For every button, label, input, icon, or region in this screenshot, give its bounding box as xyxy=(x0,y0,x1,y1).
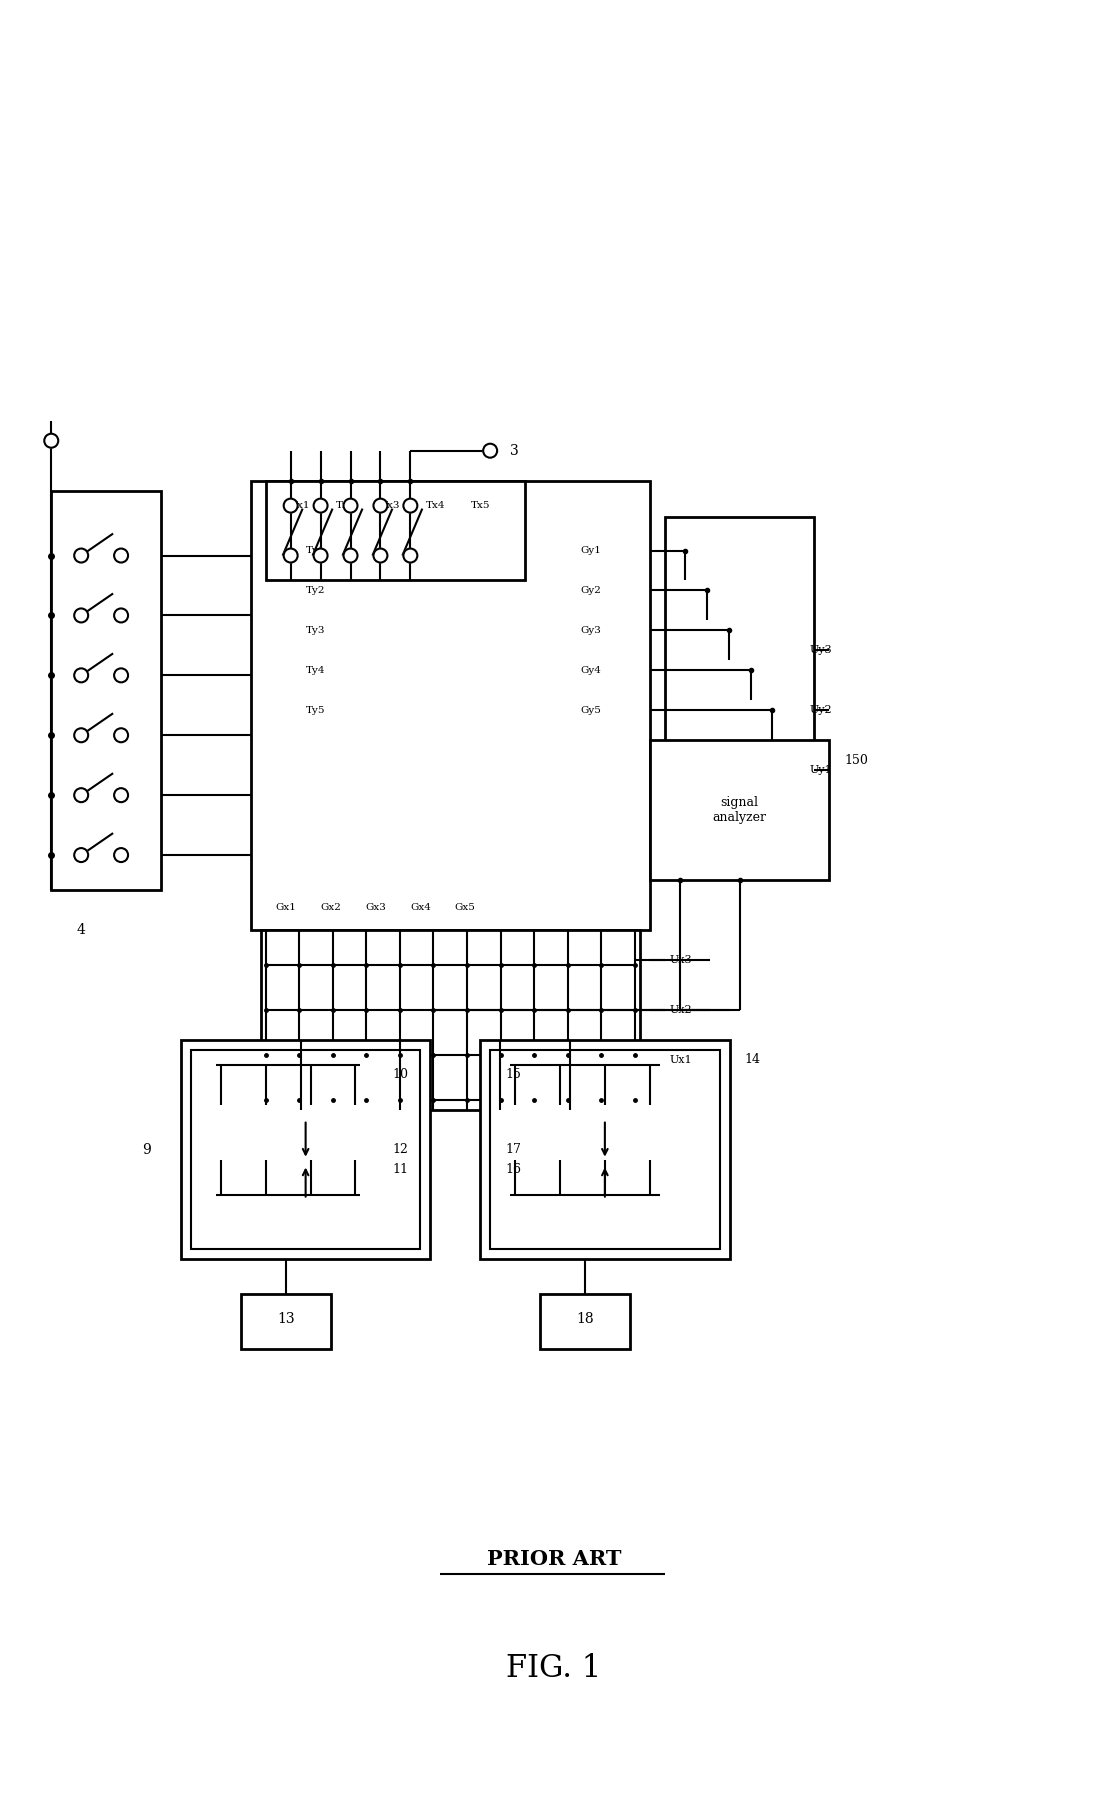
Text: Ty1: Ty1 xyxy=(306,547,325,556)
Bar xyxy=(51,491,161,891)
Text: Gx1: Gx1 xyxy=(275,903,296,912)
Circle shape xyxy=(373,548,388,563)
Bar xyxy=(181,1039,430,1260)
Bar xyxy=(240,1294,330,1348)
Circle shape xyxy=(114,728,129,742)
Circle shape xyxy=(114,668,129,682)
Text: 3: 3 xyxy=(510,443,519,458)
Text: Tx1: Tx1 xyxy=(291,501,310,510)
Circle shape xyxy=(314,498,328,512)
Text: 16: 16 xyxy=(505,1164,521,1176)
Bar xyxy=(490,1050,719,1249)
Text: Ux1: Ux1 xyxy=(669,1055,692,1064)
Text: 10: 10 xyxy=(392,1068,409,1081)
Text: 13: 13 xyxy=(277,1312,295,1327)
Circle shape xyxy=(314,548,328,563)
Text: Gy2: Gy2 xyxy=(579,586,601,595)
Text: Gy3: Gy3 xyxy=(579,626,601,635)
Circle shape xyxy=(284,498,298,512)
Bar xyxy=(480,1039,729,1260)
Bar xyxy=(540,1294,629,1348)
Circle shape xyxy=(114,548,129,563)
Bar xyxy=(250,481,649,930)
Text: FIG. 1: FIG. 1 xyxy=(506,1653,602,1685)
Text: signal
analyzer: signal analyzer xyxy=(712,796,767,824)
Text: Gy1: Gy1 xyxy=(579,547,601,556)
Circle shape xyxy=(74,548,89,563)
Circle shape xyxy=(44,434,59,447)
Text: 17: 17 xyxy=(505,1144,521,1157)
Text: 9: 9 xyxy=(142,1142,151,1157)
Text: Ty3: Ty3 xyxy=(306,626,325,635)
Text: Gx4: Gx4 xyxy=(410,903,431,912)
Text: Gy4: Gy4 xyxy=(579,666,601,675)
Circle shape xyxy=(284,548,298,563)
Bar xyxy=(266,481,525,581)
Circle shape xyxy=(343,498,358,512)
Circle shape xyxy=(403,498,418,512)
Text: 150: 150 xyxy=(844,753,869,767)
Bar xyxy=(191,1050,420,1249)
Circle shape xyxy=(343,548,358,563)
Text: 15: 15 xyxy=(505,1068,521,1081)
Circle shape xyxy=(114,849,129,862)
Text: Ux2: Ux2 xyxy=(669,1005,692,1015)
Circle shape xyxy=(114,787,129,802)
Text: Gx2: Gx2 xyxy=(320,903,341,912)
Text: 4: 4 xyxy=(76,923,85,938)
Text: Tx2: Tx2 xyxy=(336,501,356,510)
Text: Uy3: Uy3 xyxy=(809,646,832,655)
Circle shape xyxy=(373,498,388,512)
Bar xyxy=(260,930,639,1110)
Text: Tx5: Tx5 xyxy=(471,501,490,510)
Text: Gy5: Gy5 xyxy=(579,706,601,715)
Circle shape xyxy=(74,849,89,862)
Text: Ty2: Ty2 xyxy=(306,586,325,595)
Text: Ux3: Ux3 xyxy=(669,956,692,965)
Text: Uy2: Uy2 xyxy=(809,706,832,715)
Circle shape xyxy=(403,548,418,563)
Bar xyxy=(665,516,814,840)
Circle shape xyxy=(74,728,89,742)
Text: Gx3: Gx3 xyxy=(365,903,386,912)
Text: Tx4: Tx4 xyxy=(425,501,445,510)
Text: Gx5: Gx5 xyxy=(454,903,475,912)
Text: Tx3: Tx3 xyxy=(381,501,400,510)
Text: 11: 11 xyxy=(392,1164,409,1176)
Circle shape xyxy=(74,787,89,802)
Text: Ty4: Ty4 xyxy=(306,666,325,675)
Circle shape xyxy=(74,668,89,682)
Text: PRIOR ART: PRIOR ART xyxy=(486,1549,622,1569)
Circle shape xyxy=(114,608,129,623)
Circle shape xyxy=(74,608,89,623)
Text: Uy1: Uy1 xyxy=(809,766,832,775)
Bar xyxy=(649,740,829,880)
Text: Ty5: Ty5 xyxy=(306,706,325,715)
Text: 14: 14 xyxy=(745,1053,760,1066)
Text: 12: 12 xyxy=(392,1144,409,1157)
Circle shape xyxy=(483,443,497,458)
Text: 18: 18 xyxy=(576,1312,594,1327)
